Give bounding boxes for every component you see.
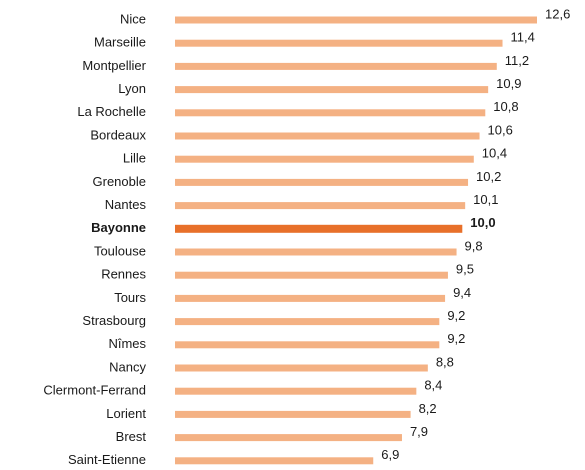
value-label: 11,2 [505,53,529,68]
bar [175,294,446,302]
category-label: Tours [114,290,146,305]
value-label: 12,6 [545,6,570,21]
bar [175,434,402,442]
value-label: 10,2 [476,169,501,184]
value-label: 10,1 [473,192,498,207]
value-label: 8,4 [424,378,442,393]
value-label: 8,8 [436,354,454,369]
bar [175,271,448,279]
category-label: Lyon [118,81,146,96]
bar [175,62,497,70]
bar [175,318,440,326]
bar [175,224,463,233]
value-label: 10,0 [470,215,495,230]
category-label: Brest [116,429,147,444]
value-label: 8,2 [419,401,437,416]
category-label: Grenoble [93,174,146,189]
bar [175,178,469,186]
category-label: Nîmes [108,336,146,351]
bar [175,86,489,94]
bar [175,341,440,349]
category-label: Nancy [109,359,146,374]
value-label: 9,2 [447,308,465,323]
value-label: 10,6 [488,122,513,137]
category-label: Bordeaux [90,127,146,142]
category-label: Montpellier [82,58,146,73]
bar [175,248,457,256]
category-label: Nice [120,11,146,26]
category-label: Rennes [101,267,146,282]
bar [175,132,480,140]
category-label: Marseille [94,35,146,50]
category-label: La Rochelle [77,104,146,119]
bar [175,364,428,372]
bar [175,155,474,163]
value-label: 9,8 [465,238,483,253]
value-label: 6,9 [381,447,399,462]
category-label: Strasbourg [82,313,146,328]
category-label: Lille [123,151,146,166]
value-label: 9,5 [456,262,474,277]
bar [175,457,374,465]
value-label: 10,4 [482,146,507,161]
bar [175,387,417,395]
value-label: 10,8 [493,99,518,114]
bar [175,16,537,24]
category-label: Lorient [106,406,146,421]
category-label: Nantes [105,197,147,212]
value-label: 10,9 [496,76,521,91]
bar [175,109,486,117]
category-label: Toulouse [94,243,146,258]
category-label: Clermont-Ferrand [43,383,146,398]
category-label: Bayonne [91,220,146,235]
category-label: Saint-Etienne [68,452,146,467]
value-label: 9,4 [453,285,471,300]
bar [175,410,411,418]
value-label: 9,2 [447,331,465,346]
bar [175,202,466,210]
bar [175,39,503,47]
value-label: 7,9 [410,424,428,439]
value-label: 11,4 [511,30,535,45]
